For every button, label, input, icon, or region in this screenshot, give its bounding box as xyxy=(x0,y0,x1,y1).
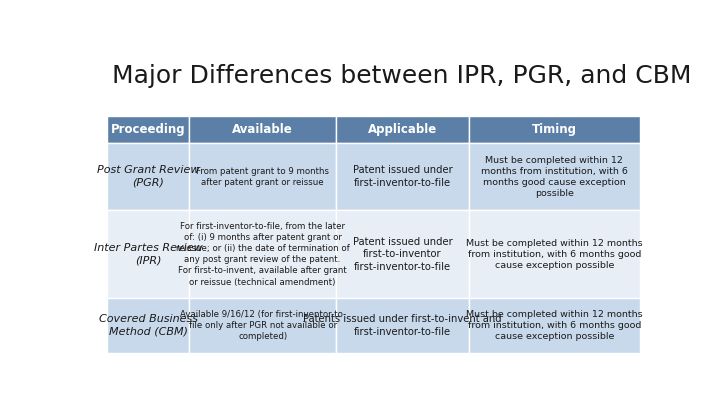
Bar xyxy=(189,211,336,298)
Bar xyxy=(336,143,469,211)
Bar xyxy=(469,211,639,298)
Bar xyxy=(189,143,336,211)
Text: Applicable: Applicable xyxy=(368,123,437,136)
Text: Must be completed within 12 months
from institution, with 6 months good
cause ex: Must be completed within 12 months from … xyxy=(466,239,643,270)
Bar xyxy=(336,211,469,298)
Text: Patent issued under
first-inventor-to-file: Patent issued under first-inventor-to-fi… xyxy=(353,166,452,188)
Bar xyxy=(469,116,639,143)
Bar xyxy=(469,298,639,353)
Text: Must be completed within 12 months
from institution, with 6 months good
cause ex: Must be completed within 12 months from … xyxy=(466,310,643,341)
Text: Patents issued under first-to-invent and
first-inventor-to-file: Patents issued under first-to-invent and… xyxy=(303,314,502,337)
Bar xyxy=(336,116,469,143)
Text: Proceeding: Proceeding xyxy=(111,123,185,136)
Text: Patent issued under
first-to-inventor
first-inventor-to-file: Patent issued under first-to-inventor fi… xyxy=(353,237,452,272)
Text: Must be completed within 12
months from institution, with 6
months good cause ex: Must be completed within 12 months from … xyxy=(481,156,628,198)
Bar xyxy=(107,298,189,353)
Bar xyxy=(189,298,336,353)
Text: Available 9/16/12 (for first-inventor-to-
file only after PGR not available or
c: Available 9/16/12 (for first-inventor-to… xyxy=(179,310,346,341)
Text: From patent grant to 9 months
after patent grant or reissue: From patent grant to 9 months after pate… xyxy=(196,166,329,187)
Bar xyxy=(189,116,336,143)
Text: Post Grant Review
(PGR): Post Grant Review (PGR) xyxy=(96,166,199,188)
Text: Available: Available xyxy=(233,123,293,136)
Text: Major Differences between IPR, PGR, and CBM: Major Differences between IPR, PGR, and … xyxy=(112,64,692,88)
Text: Covered Business
Method (CBM): Covered Business Method (CBM) xyxy=(99,314,197,337)
Text: For first-inventor-to-file, from the later
of: (i) 9 months after patent grant o: For first-inventor-to-file, from the lat… xyxy=(176,222,349,287)
Bar xyxy=(107,143,189,211)
Bar xyxy=(469,143,639,211)
Text: Inter Partes Review
(IPR): Inter Partes Review (IPR) xyxy=(94,243,202,266)
Bar xyxy=(107,116,189,143)
Bar xyxy=(107,211,189,298)
Text: Timing: Timing xyxy=(532,123,577,136)
Bar xyxy=(336,298,469,353)
